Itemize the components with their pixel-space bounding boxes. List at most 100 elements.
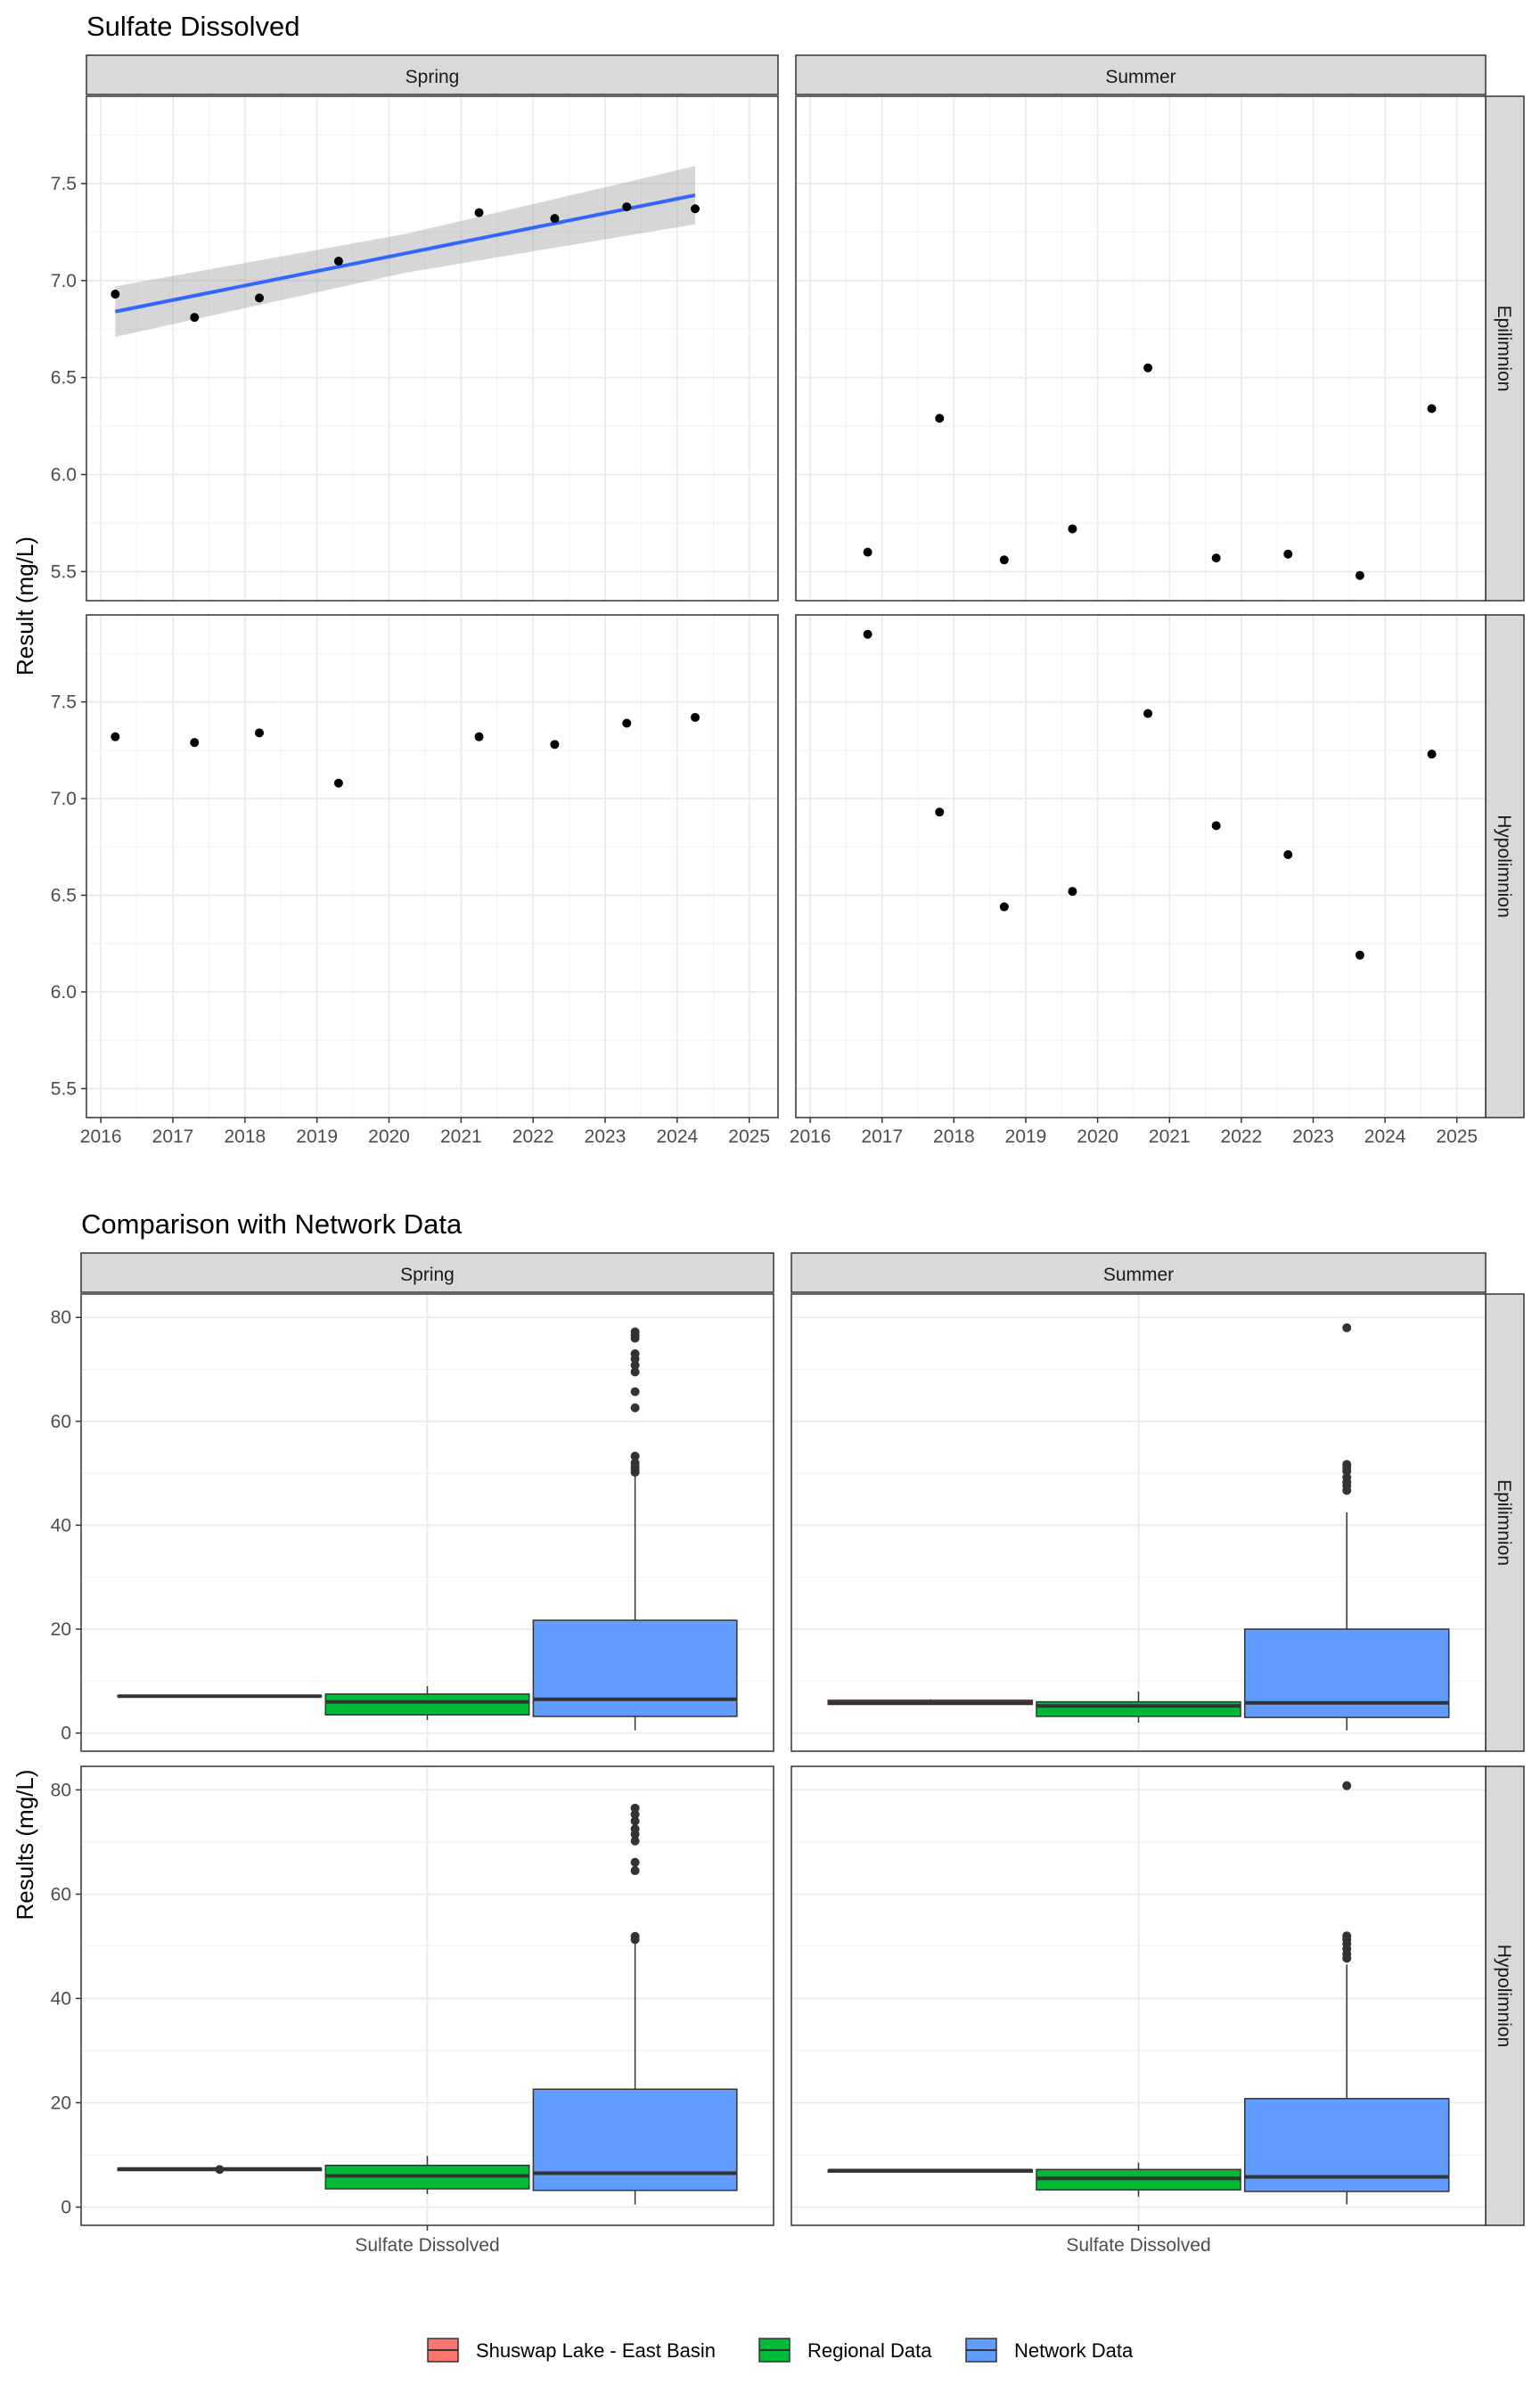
data-point <box>1068 524 1077 534</box>
outlier-point <box>630 1836 640 1846</box>
bottom-strip-label-spring: Spring <box>400 1265 455 1285</box>
data-point <box>1211 821 1221 831</box>
x-tick-label: 2022 <box>1221 1126 1263 1147</box>
y-tick-label: 40 <box>51 1988 71 2009</box>
bottom-chart-panels: Spring Summer Epilimnion Hypolimnion 0 20 40 60… <box>51 1252 1525 2256</box>
data-point <box>255 728 264 738</box>
bottom-strip-label-summer: Summer <box>1103 1265 1174 1285</box>
legend-label: Regional Data <box>807 2339 932 2362</box>
top-panel-spring-epilimnion: 5.5 6.0 6.5 7.0 7.5 <box>51 95 779 602</box>
x-tick-label: Sulfate Dissolved <box>355 2235 499 2256</box>
y-tick-label: 0 <box>61 1724 71 1744</box>
data-point <box>1068 887 1077 897</box>
x-tick-label: 2022 <box>512 1126 554 1147</box>
boxplot-regional-data <box>1036 2162 1241 2197</box>
data-point <box>691 204 700 214</box>
data-point <box>255 293 264 303</box>
data-point <box>1143 709 1153 718</box>
top-panel-spring-hypolimnion: 5.5 6.0 6.5 7.0 7.5 2016 2017 2018 2019 2020 2021 2… <box>51 614 779 1147</box>
box-iqr <box>1036 1700 1241 1717</box>
outlier-point <box>630 1387 640 1397</box>
x-tick-label: 2021 <box>1149 1126 1191 1147</box>
data-point <box>999 902 1009 912</box>
outlier-point <box>630 1349 640 1359</box>
legend-item-shuswap-lake-east-basin: Shuswap Lake - East Basin <box>427 2338 716 2363</box>
bottom-strip-spring <box>80 1252 774 1293</box>
bottom-strip-label-hypolimnion: Hypolimnion <box>1494 1945 1514 2048</box>
boxplot-network-data <box>1243 1781 1450 2205</box>
outlier-point <box>630 1803 640 1813</box>
x-tick-label: 2023 <box>1292 1126 1334 1147</box>
y-tick-label: 20 <box>51 2093 71 2113</box>
data-point <box>1355 950 1364 960</box>
outlier-point <box>630 1816 640 1826</box>
boxplot-shuswap-lake-east-basin <box>827 2168 1034 2174</box>
y-tick-label: 80 <box>51 1780 71 1800</box>
legend-item-regional-data: Regional Data <box>758 2338 932 2363</box>
data-point <box>1143 363 1153 373</box>
data-point <box>474 732 484 741</box>
outlier-point <box>1342 1323 1352 1332</box>
outlier-point <box>630 1360 640 1370</box>
bottom-panel-spring-epilimnion: 0 20 40 60 80 <box>51 1293 774 1752</box>
x-tick-label: 2020 <box>368 1126 410 1147</box>
panel-background <box>86 96 778 601</box>
data-point <box>1283 849 1293 859</box>
y-tick-label: 7.0 <box>51 789 77 809</box>
boxplot-regional-data <box>324 2156 530 2194</box>
data-point <box>111 732 120 741</box>
top-chart-title: Sulfate Dissolved <box>86 11 300 42</box>
panel-background <box>796 96 1486 601</box>
outlier-point <box>1342 1931 1352 1941</box>
panel-border <box>86 95 779 602</box>
bottom-panel-summer-hypolimnion: Sulfate Dissolved <box>790 1765 1487 2256</box>
top-strip-label-epilimnion: Epilimnion <box>1494 306 1514 392</box>
bottom-chart-title: Comparison with Network Data <box>81 1208 463 1240</box>
trend-line <box>114 193 696 314</box>
y-tick-label: 5.5 <box>51 1078 77 1099</box>
data-point <box>622 202 632 212</box>
legend-item-network-data: Network Data <box>965 2338 1134 2363</box>
top-panel-summer-hypolimnion: 2016 2017 2018 2019 2020 2021 2022 2023 2024 2025 <box>790 614 1487 1147</box>
y-tick-label: 7.5 <box>51 692 77 713</box>
boxplot-regional-data <box>1036 1691 1241 1723</box>
outlier-point <box>1342 1472 1352 1482</box>
top-strip-label-spring: Spring <box>405 67 460 87</box>
y-tick-label: 6.5 <box>51 368 77 389</box>
data-point <box>1427 749 1437 759</box>
bottom-strip-hypolimnion <box>1485 1765 1525 2226</box>
y-tick-label: 5.5 <box>51 561 77 582</box>
y-tick-label: 7.5 <box>51 174 77 194</box>
data-point <box>1355 570 1364 580</box>
x-tick-label: 2021 <box>440 1126 482 1147</box>
x-tick-label: 2020 <box>1077 1126 1118 1147</box>
y-tick-label: 7.0 <box>51 271 77 291</box>
y-tick-label: 6.0 <box>51 465 77 486</box>
bottom-chart-ylabel: Results (mg/L) <box>12 1769 38 1920</box>
top-strip-summer <box>795 54 1487 95</box>
data-point <box>935 414 945 423</box>
boxplot-shuswap-lake-east-basin <box>827 1699 1034 1706</box>
y-tick-label: 6.0 <box>51 982 77 1003</box>
panel-border <box>790 1293 1487 1752</box>
boxplot-regional-data <box>324 1686 530 1721</box>
boxplot-network-data <box>532 1327 738 1731</box>
x-tick-label: 2017 <box>861 1126 903 1147</box>
x-tick-label: 2024 <box>1364 1126 1406 1147</box>
x-tick-label: 2017 <box>152 1126 194 1147</box>
y-tick-label: 80 <box>51 1307 71 1328</box>
bottom-panel-spring-hypolimnion: 0 20 40 60 80 Sulfate Dissolved <box>51 1765 774 2256</box>
x-tick-label: 2025 <box>1436 1126 1478 1147</box>
panel-border <box>80 1293 774 1752</box>
data-point <box>190 313 200 323</box>
outlier-point <box>215 2165 225 2175</box>
data-point <box>935 807 945 817</box>
data-point <box>1427 404 1437 414</box>
outlier-point <box>630 1367 640 1377</box>
box-iqr <box>532 1619 738 1717</box>
box-iqr <box>324 1693 530 1716</box>
outlier-point <box>630 1931 640 1941</box>
outlier-point <box>630 1327 640 1337</box>
top-strip-hypolimnion <box>1485 614 1525 1118</box>
y-tick-label: 40 <box>51 1515 71 1536</box>
